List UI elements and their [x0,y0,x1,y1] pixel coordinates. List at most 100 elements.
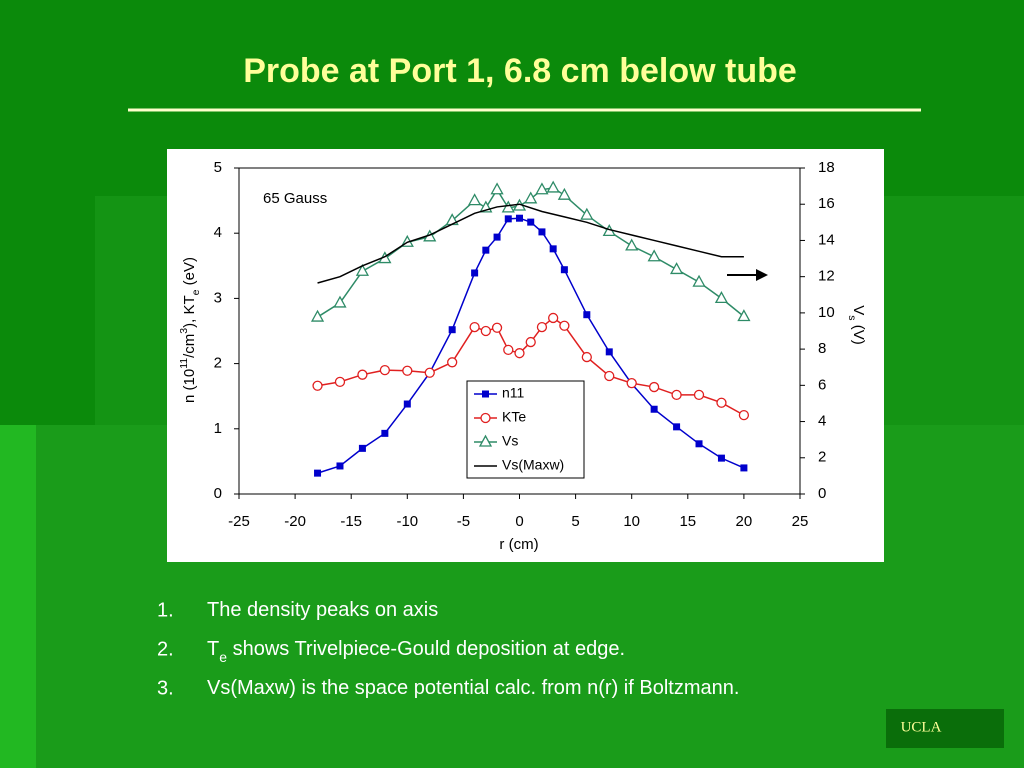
text-part: s [846,315,858,320]
series-line [317,217,745,474]
bullet-text: The density peaks on axis [207,599,438,621]
text-part: V [850,305,867,315]
marker [692,274,706,287]
marker [695,440,703,448]
x-tick-label: 0 [515,513,523,530]
marker [605,348,613,356]
marker [310,309,325,322]
marker [525,336,536,348]
text-part: e [219,649,227,665]
marker [333,295,347,308]
x-tick-label: -5 [457,513,470,530]
annotation: 65 Gauss [263,190,327,207]
x-tick-label: -10 [396,513,418,530]
bullet-text: Vs(Maxw) is the space potential calc. fr… [207,677,739,699]
text-part: e [190,289,202,295]
x-tick-label: -15 [340,513,362,530]
marker [447,357,458,368]
legend-label: n11 [502,385,525,401]
text-part: 11 [178,358,190,369]
x-tick-label: 10 [623,513,640,530]
marker [740,464,748,472]
chart-area [167,149,884,562]
marker [381,429,389,437]
marker [480,325,491,337]
marker [559,320,570,331]
text-part: /cm [181,334,198,358]
y-tick-label: 3 [214,289,222,306]
marker [557,187,571,200]
arrowhead [756,269,768,281]
x-tick-label: 15 [679,513,696,530]
background-strip [0,425,36,768]
y2-tick-label: 16 [818,195,835,212]
marker [548,312,559,324]
y2-tick-label: 2 [818,449,826,466]
y-axis-label: n (1011/cm3), KTe (eV) [178,257,202,403]
y2-tick-label: 10 [818,304,835,321]
marker [357,369,368,380]
y2-tick-label: 6 [818,376,826,393]
marker [482,246,490,254]
marker [403,400,411,408]
text-part: The density peaks on axis [207,599,438,621]
y-tick-label: 0 [214,485,222,502]
marker [671,389,682,401]
marker [358,444,366,452]
marker [693,389,705,401]
marker [516,214,523,222]
marker [334,376,346,388]
marker [604,370,615,382]
marker [583,311,591,319]
legend-label: KTe [502,409,526,425]
text-part: 3 [178,328,190,334]
bullet-text: Te shows Trivelpiece-Gould deposition at… [207,638,625,664]
bullet-number: 2. [157,638,174,660]
marker [490,182,504,195]
marker [504,215,512,223]
marker [468,193,482,206]
series-line [317,203,744,284]
y-tick-label: 2 [214,355,222,372]
marker [493,233,501,241]
marker [717,454,725,462]
y2-tick-label: 18 [818,159,835,176]
marker [738,409,750,421]
y2-tick-label: 14 [818,231,835,248]
text-part: n (10 [181,369,198,403]
marker [491,322,503,333]
marker [469,321,480,333]
marker [580,207,594,220]
marker [402,365,413,376]
y-tick-label: 5 [214,159,222,176]
marker [626,378,637,389]
y-tick-label: 4 [214,224,222,241]
badge-text: UCLA [901,719,942,735]
marker [549,245,557,253]
text-part: (eV) [181,257,198,290]
y2-tick-label: 0 [818,485,826,502]
marker [536,321,548,333]
bullet-list: 1. The density peaks on axis 2. Te shows Tr… [157,599,739,699]
legend-label: Vs [502,433,518,449]
marker [560,266,568,274]
marker [524,191,538,204]
marker [312,380,323,391]
marker [527,218,535,226]
marker [448,326,456,334]
marker [648,381,660,393]
marker [581,351,592,363]
x-axis-label: r (cm) [499,536,538,553]
marker [501,200,515,213]
legend-marker [482,390,489,398]
marker [650,405,658,413]
y-tick-label: 1 [214,420,222,437]
x-tick-label: 25 [792,513,809,530]
bullet-number: 3. [157,677,174,699]
x-tick-label: 20 [736,513,753,530]
text-part: Vs(Maxw) is the space potential calc. fr… [207,677,739,699]
marker [647,249,661,262]
marker [716,397,727,408]
